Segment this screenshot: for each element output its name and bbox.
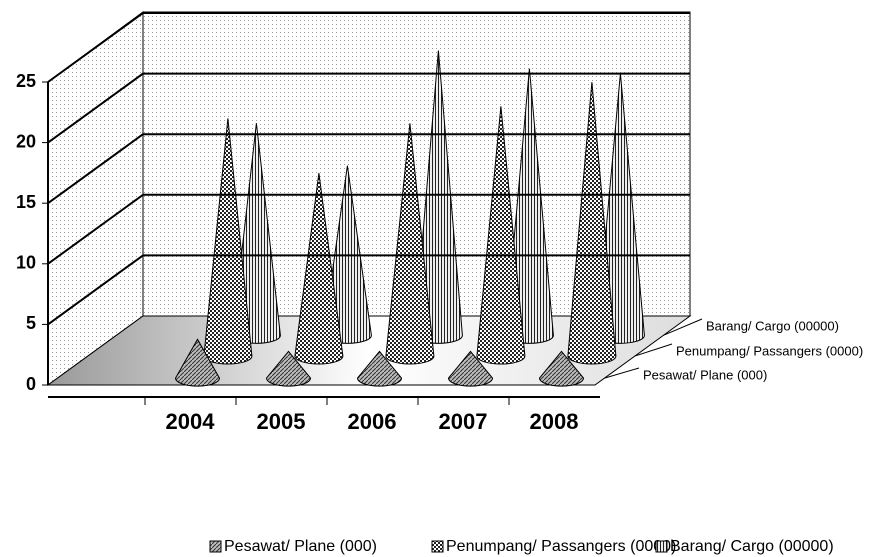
x-tick-label: 2004 [166,409,216,434]
y-tick-label: 5 [26,313,36,333]
depth-tick [634,343,673,357]
x-tick-label: 2008 [530,409,579,434]
cone [476,106,526,365]
x-tick-label: 2007 [439,409,488,434]
cone [385,123,435,365]
depth-tick [604,367,640,379]
cone [265,350,312,387]
legend-label: Pesawat/ Plane (000) [224,538,377,555]
depth-label: Pesawat/ Plane (000) [643,367,767,382]
depth-label: Penumpang/ Passangers (0000) [676,343,863,358]
x-tick-label: 2006 [348,409,397,434]
y-tick-label: 20 [16,131,36,151]
legend-swatch [431,540,444,553]
y-tick-label: 10 [16,253,36,273]
cone [567,82,617,365]
grid-line [47,12,144,83]
cone [294,172,344,365]
x-tick-label: 2005 [257,409,306,434]
cone [356,350,403,387]
y-tick-label: 15 [16,192,36,212]
legend-label: Barang/ Cargo (00000) [670,538,834,555]
y-tick-label: 0 [26,374,36,394]
cone [538,350,585,387]
grid-line [47,193,144,265]
cone [174,338,221,387]
depth-label: Barang/ Cargo (00000) [706,318,839,333]
depth-tick [663,318,703,336]
grid-line [47,133,144,205]
y-tick-label: 25 [16,71,36,91]
legend-swatch [655,540,668,553]
grid-line [47,72,144,144]
legend-label: Penumpang/ Passangers (0000) [446,538,676,555]
legend-swatch [209,540,222,553]
grid-line [47,254,144,326]
cone [447,350,494,387]
